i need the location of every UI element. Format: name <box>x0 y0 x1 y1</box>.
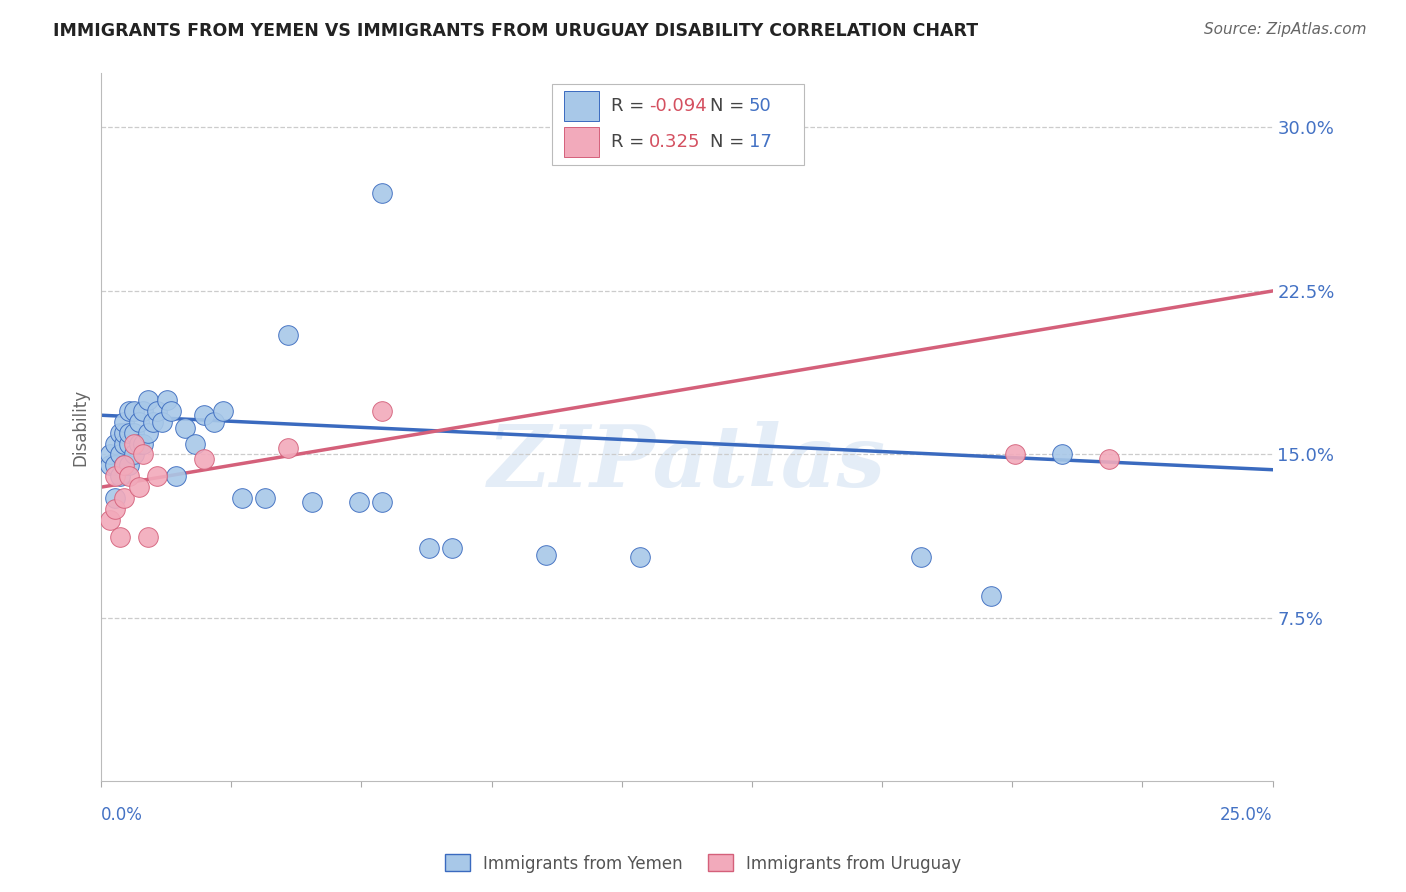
Point <box>174 421 197 435</box>
Point <box>128 436 150 450</box>
Point <box>122 436 145 450</box>
Point <box>104 502 127 516</box>
Point <box>118 404 141 418</box>
Point <box>1004 447 1026 461</box>
Point <box>441 541 464 556</box>
Text: N =: N = <box>710 97 751 115</box>
Point <box>108 447 131 461</box>
Point <box>136 425 159 440</box>
Point <box>104 491 127 505</box>
Point <box>108 530 131 544</box>
Point <box>202 415 225 429</box>
Text: 0.0%: 0.0% <box>101 806 143 824</box>
Text: IMMIGRANTS FROM YEMEN VS IMMIGRANTS FROM URUGUAY DISABILITY CORRELATION CHART: IMMIGRANTS FROM YEMEN VS IMMIGRANTS FROM… <box>53 22 979 40</box>
Point <box>114 425 136 440</box>
Point <box>118 458 141 473</box>
Text: N =: N = <box>710 133 756 151</box>
Point <box>142 415 165 429</box>
Point <box>108 469 131 483</box>
Point <box>122 425 145 440</box>
Text: 50: 50 <box>749 97 772 115</box>
Point <box>146 404 169 418</box>
Text: ZIPatlas: ZIPatlas <box>488 421 886 504</box>
Point <box>114 458 136 473</box>
Point <box>104 458 127 473</box>
Text: R =: R = <box>610 97 650 115</box>
Y-axis label: Disability: Disability <box>72 389 89 466</box>
Point <box>165 469 187 483</box>
Text: Source: ZipAtlas.com: Source: ZipAtlas.com <box>1204 22 1367 37</box>
Point <box>371 404 394 418</box>
Point <box>132 436 155 450</box>
Point <box>132 447 155 461</box>
Point <box>108 425 131 440</box>
Point <box>301 495 323 509</box>
Point <box>100 513 122 527</box>
Point <box>277 441 299 455</box>
Point <box>184 436 207 450</box>
Point <box>534 548 557 562</box>
Point <box>347 495 370 509</box>
Point <box>277 327 299 342</box>
Point <box>128 480 150 494</box>
Point <box>114 458 136 473</box>
Point <box>118 469 141 483</box>
Point <box>371 495 394 509</box>
Point <box>160 404 183 418</box>
Point <box>193 408 215 422</box>
Point <box>100 447 122 461</box>
Text: 0.325: 0.325 <box>650 133 700 151</box>
Point <box>114 436 136 450</box>
Point <box>104 436 127 450</box>
Point <box>136 530 159 544</box>
Point <box>122 404 145 418</box>
Point <box>114 491 136 505</box>
Point <box>254 491 277 505</box>
Point <box>980 589 1002 603</box>
Point <box>231 491 253 505</box>
Point <box>156 392 179 407</box>
Point <box>100 458 122 473</box>
Point <box>132 404 155 418</box>
Point <box>910 549 932 564</box>
Point <box>136 392 159 407</box>
Point <box>104 469 127 483</box>
Point <box>118 436 141 450</box>
Point <box>146 469 169 483</box>
Point <box>371 186 394 200</box>
Point <box>1050 447 1073 461</box>
Text: R =: R = <box>610 133 655 151</box>
Point <box>122 447 145 461</box>
Text: -0.094: -0.094 <box>650 97 707 115</box>
FancyBboxPatch shape <box>553 84 804 165</box>
Point <box>114 415 136 429</box>
Point <box>193 451 215 466</box>
Point <box>128 415 150 429</box>
Text: 17: 17 <box>749 133 772 151</box>
Point <box>1097 451 1119 466</box>
Point <box>150 415 173 429</box>
FancyBboxPatch shape <box>564 127 599 157</box>
Point <box>628 549 651 564</box>
Point <box>212 404 235 418</box>
Text: 25.0%: 25.0% <box>1220 806 1272 824</box>
Point <box>418 541 440 556</box>
FancyBboxPatch shape <box>564 91 599 121</box>
Point <box>118 425 141 440</box>
Legend: Immigrants from Yemen, Immigrants from Uruguay: Immigrants from Yemen, Immigrants from U… <box>439 847 967 880</box>
